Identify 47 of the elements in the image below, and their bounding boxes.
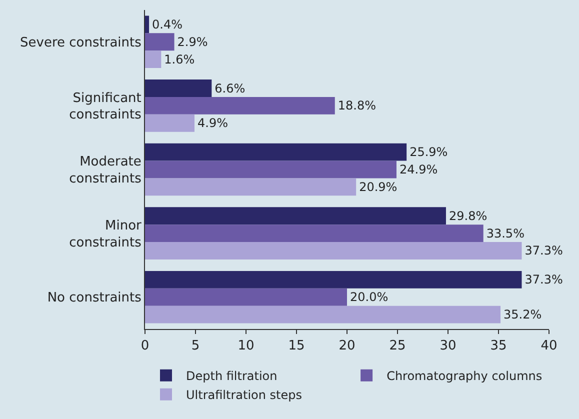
y-tick-label: No constraints (47, 290, 142, 306)
bar (145, 80, 212, 97)
data-label: 18.8% (338, 98, 376, 113)
bar (145, 50, 162, 68)
data-label: 33.5% (486, 226, 524, 240)
y-tick-label: Minor constraints (69, 218, 142, 250)
x-tick-label: 30 (440, 338, 456, 354)
x-tick-label: 40 (540, 338, 558, 354)
data-label: 37.3% (524, 272, 563, 287)
data-label: 24.9% (399, 162, 438, 176)
bar (145, 143, 407, 161)
bar (145, 224, 484, 242)
legend-label: Depth filtration (186, 369, 278, 384)
x-tick-label: 20 (338, 338, 356, 354)
data-label: 6.6% (214, 81, 246, 96)
y-tick-label: Moderate constraints (69, 154, 142, 186)
bar (145, 207, 446, 225)
bar (145, 270, 522, 288)
data-label: 1.6% (164, 52, 195, 66)
bar (145, 178, 356, 196)
x-tick-label: 10 (238, 338, 254, 354)
x-tick-label: 15 (288, 338, 305, 354)
y-tick-label: Significant constraints (69, 90, 142, 123)
data-label: 4.9% (197, 116, 228, 130)
legend-label: Ultrafiltration steps (186, 388, 302, 402)
bar (145, 288, 347, 306)
data-label: 25.9% (410, 145, 448, 160)
data-label: 20.9% (359, 180, 398, 194)
bar (145, 160, 396, 178)
data-label: 2.9% (177, 34, 208, 49)
bar (145, 242, 522, 260)
x-tick-label: 35 (490, 338, 507, 354)
bar (145, 96, 335, 114)
data-label: 20.0% (350, 290, 388, 304)
legend-label: Chromatography columns (386, 369, 542, 384)
bar (145, 114, 194, 132)
x-tick-label: 25 (389, 338, 406, 354)
bar (145, 33, 174, 51)
x-tick-label: 0 (140, 338, 150, 354)
data-label: 35.2% (504, 308, 542, 322)
data-label: 29.8% (448, 208, 488, 223)
bar (145, 16, 150, 34)
bar (145, 306, 501, 324)
y-tick-label: Severe constraints (20, 35, 142, 50)
data-label: 37.3% (524, 244, 563, 258)
data-label: 0.4% (152, 17, 183, 32)
x-tick-label: 5 (191, 338, 200, 354)
